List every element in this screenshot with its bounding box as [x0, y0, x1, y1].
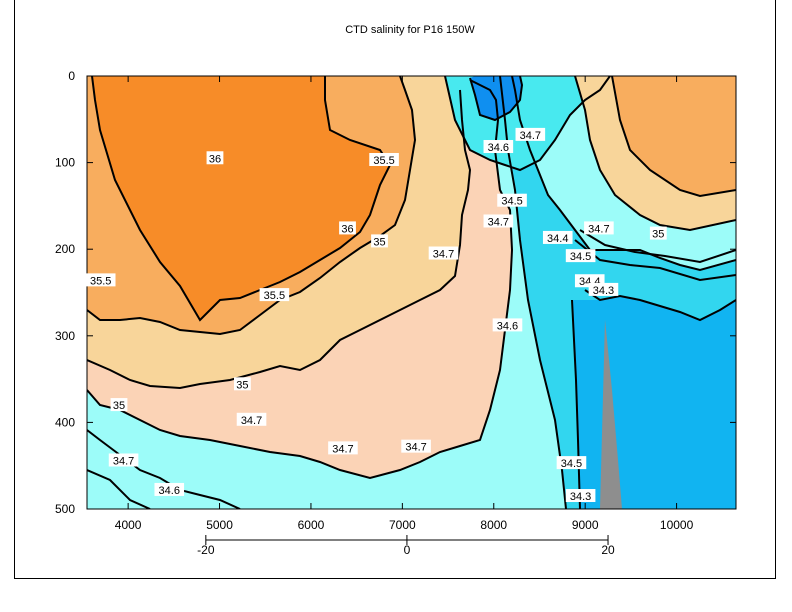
contour-label-bg: [154, 482, 185, 496]
contour-label: 36: [341, 223, 353, 235]
contour-label: 35: [652, 229, 664, 241]
x-tick-label: 10000: [660, 518, 694, 532]
region-gt-36: [92, 76, 390, 320]
contour-label-bg: [108, 453, 139, 467]
contour-label-bg: [584, 221, 614, 235]
contour-label-bg: [339, 221, 356, 235]
contour-label-layer: 36 35.5 36 35 34.7 35.5 35.5 34.7 34.6 34.5 34.7 34…: [85, 127, 667, 503]
contour-label-bg: [85, 273, 116, 287]
secondary-tick-label: 0: [404, 543, 411, 557]
y-tick-label: 300: [55, 329, 75, 343]
contour-label-bg: [492, 318, 523, 332]
contour-label: 34.6: [497, 320, 518, 332]
contour-label: 35: [113, 400, 125, 412]
contour-label-bg: [649, 226, 667, 240]
contour-label: 34.3: [593, 285, 614, 297]
contour-label-bg: [259, 288, 290, 302]
region-east-35-5: [612, 76, 736, 196]
contour-label-bg: [515, 127, 546, 141]
contour-label: 34.5: [570, 251, 591, 263]
contour-label-bg: [233, 377, 251, 391]
contour-label: 36: [209, 153, 221, 165]
x-tick-label: 7000: [389, 518, 416, 532]
contour-label: 34.5: [561, 458, 582, 470]
contour-label: 34.7: [241, 415, 262, 427]
y-tick-label: 0: [68, 69, 75, 83]
y-tick-label: 200: [55, 242, 75, 256]
contour-label-bg: [497, 193, 527, 207]
contour-label-bg: [542, 230, 573, 244]
chart-title: CTD salinity for P16 150W: [345, 24, 475, 36]
contour-label-bg: [428, 246, 459, 260]
contour-label-bg: [110, 398, 128, 412]
contour-label: 34.7: [405, 442, 426, 454]
contour-label-bg: [401, 439, 431, 453]
contour-label: 34.4: [547, 233, 568, 245]
contour-label: 34.7: [113, 456, 134, 468]
plot-border: [86, 75, 737, 510]
region-lt-34-4: [572, 296, 736, 509]
y-axis: 0 100 200 300 400 500: [55, 69, 736, 516]
x-tick-label: 4000: [115, 518, 142, 532]
contour-label: 34.3: [570, 491, 591, 503]
contour-label: 34.5: [501, 196, 522, 208]
x-axis: 4000 5000 6000 7000 8000 9000 10000: [115, 76, 694, 532]
topography: [600, 320, 622, 509]
contour-label: 34.6: [159, 485, 180, 497]
contour-label: 34.7: [520, 130, 541, 142]
contour-label: 35.5: [90, 275, 111, 287]
contour-label-bg: [371, 234, 388, 248]
contour-label-bg: [565, 249, 596, 263]
y-tick-label: 100: [55, 156, 75, 170]
contour-label-bg: [328, 441, 358, 455]
contour-label-bg: [588, 282, 619, 296]
contour-label-bg: [483, 140, 514, 154]
contour-label-bg: [483, 214, 514, 228]
x-tick-label: 5000: [206, 518, 233, 532]
contour-fill-layer: [87, 76, 736, 509]
x-tick-label: 9000: [572, 518, 599, 532]
contour-label: 34.7: [433, 249, 454, 261]
contour-label-bg: [236, 412, 267, 426]
figure-frame: [14, 0, 776, 579]
contour-label: 35: [236, 379, 248, 391]
y-tick-label: 500: [55, 502, 75, 516]
contour-label: 35.5: [373, 155, 394, 167]
contour-label-bg: [556, 456, 587, 470]
contour-label: 34.7: [488, 216, 509, 228]
contour-label: 34.6: [488, 142, 509, 154]
contour-label-bg: [206, 151, 224, 165]
x-tick-label: 6000: [298, 518, 325, 532]
region-east-35: [575, 76, 736, 230]
contour-label-bg: [565, 489, 596, 503]
secondary-tick-label: -20: [197, 543, 215, 557]
contour-label: 34.7: [588, 223, 609, 235]
y-tick-label: 400: [55, 415, 75, 429]
x-tick-label: 8000: [480, 518, 507, 532]
contour-label: 35.5: [264, 290, 285, 302]
contour-lines: [87, 76, 736, 509]
contour-label-bg: [369, 153, 399, 167]
secondary-axis: -20 0 20: [197, 535, 615, 557]
contour-label: 34.7: [332, 443, 353, 455]
secondary-tick-label: 20: [601, 543, 615, 557]
contour-label: 35: [373, 236, 385, 248]
